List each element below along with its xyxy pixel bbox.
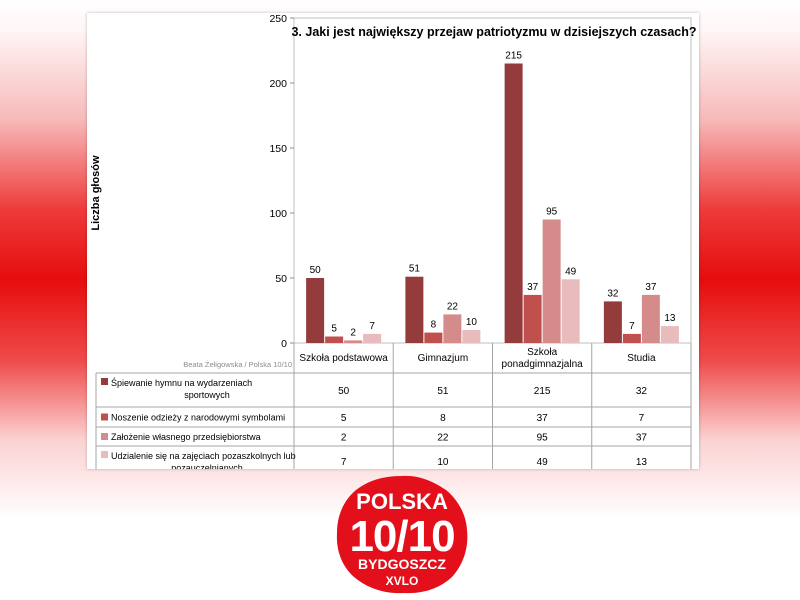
data-label: 22 [447, 301, 459, 312]
table-value: 8 [440, 413, 446, 424]
table-value: 22 [437, 433, 449, 444]
logo-line4: XVLO [386, 574, 419, 588]
series-label: Śpiewanie hymnu na wydarzeniach [111, 377, 252, 388]
data-label: 5 [331, 324, 337, 335]
table-value: 7 [639, 413, 645, 424]
table-value: 50 [338, 386, 350, 397]
data-label: 37 [527, 282, 539, 293]
series-label: pozauczelnianych [171, 463, 243, 469]
series-label: sportowych [184, 390, 230, 400]
bar [660, 326, 679, 343]
table-value: 215 [534, 386, 551, 397]
table-value: 5 [341, 413, 347, 424]
chart-title: 3. Jaki jest największy przejaw patrioty… [291, 25, 696, 39]
data-label: 8 [431, 320, 437, 331]
bar [603, 301, 622, 343]
bar [462, 330, 481, 343]
table-value: 7 [341, 457, 347, 468]
bar [523, 294, 542, 343]
legend-key [101, 413, 108, 421]
bar [641, 294, 660, 343]
table-value: 32 [636, 386, 648, 397]
bar-chart: 3. Jaki jest największy przejaw patrioty… [90, 13, 697, 477]
legend-key [101, 451, 108, 458]
plot-area [293, 17, 692, 344]
y-tick-label: 150 [269, 143, 287, 155]
data-label: 10 [466, 317, 478, 328]
logo-line3: BYDGOSZCZ [358, 556, 446, 572]
data-label: 7 [369, 321, 375, 332]
table-value: 37 [537, 413, 549, 424]
logo-badge-shape [336, 475, 468, 594]
bar [424, 332, 443, 343]
y-tick-label: 100 [269, 208, 287, 220]
data-label: 50 [310, 265, 322, 276]
table-value: 37 [636, 433, 648, 444]
data-label: 32 [607, 288, 619, 299]
y-tick-label: 250 [269, 13, 287, 25]
chart-panel: 3. Jaki jest największy przejaw patrioty… [87, 13, 699, 477]
table-value: 51 [437, 386, 449, 397]
logo-line1: POLSKA [356, 489, 448, 514]
category-label: Szkoła podstawowa [299, 353, 388, 364]
data-label: 215 [505, 51, 522, 62]
table-value: 95 [537, 433, 549, 444]
credit-text: Beata Żeligowska / Polska 10/10 [183, 360, 292, 369]
category-label: ponadgimnazjalna [502, 359, 584, 370]
data-label: 49 [565, 266, 577, 277]
logo-line2: 10/10 [349, 512, 454, 561]
legend-key [101, 378, 108, 385]
table-value: 2 [341, 433, 347, 444]
bar [504, 63, 523, 343]
series-label: Noszenie odzieży z narodowymi symbolami [111, 413, 285, 423]
data-label: 37 [645, 282, 657, 293]
data-label: 13 [664, 313, 676, 324]
bar [561, 279, 580, 343]
category-label: Gimnazjum [418, 353, 469, 364]
category-label: Studia [627, 353, 656, 364]
bar [622, 333, 641, 343]
data-label: 51 [409, 264, 421, 275]
y-tick-label: 50 [275, 273, 287, 285]
polska-1010-logo: POLSKA 10/10 BYDGOSZCZ XVLO [334, 473, 470, 595]
y-tick-label: 0 [281, 338, 287, 350]
bar [344, 340, 363, 343]
bar [306, 278, 325, 343]
bar [542, 219, 561, 343]
table-value: 49 [537, 457, 549, 468]
bar [443, 314, 462, 343]
data-label: 7 [629, 321, 635, 332]
table-value: 10 [437, 457, 449, 468]
series-label: Założenie własnego przedsiębiorstwa [111, 432, 261, 442]
legend-key [101, 433, 108, 440]
bar [325, 336, 344, 343]
table-value: 13 [636, 457, 648, 468]
data-label: 95 [546, 207, 558, 218]
bar [405, 276, 424, 343]
category-label: Szkoła [527, 347, 557, 358]
y-tick-label: 200 [269, 78, 287, 90]
bar [363, 333, 382, 343]
series-label: Udzialenie się na zajęciach pozaszkolnyc… [111, 451, 296, 461]
data-label: 2 [350, 327, 356, 338]
y-axis-label: Liczba głosów [90, 155, 102, 231]
